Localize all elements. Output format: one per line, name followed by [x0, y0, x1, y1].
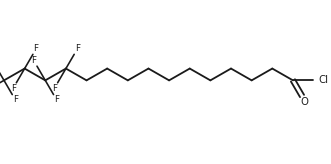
Text: F: F: [33, 44, 38, 53]
Text: Cl: Cl: [318, 75, 328, 85]
Text: F: F: [31, 56, 36, 65]
Text: O: O: [301, 97, 309, 107]
Text: F: F: [52, 84, 57, 93]
Text: F: F: [11, 84, 16, 93]
Text: F: F: [13, 95, 18, 104]
Text: F: F: [75, 44, 80, 53]
Text: F: F: [54, 95, 59, 104]
